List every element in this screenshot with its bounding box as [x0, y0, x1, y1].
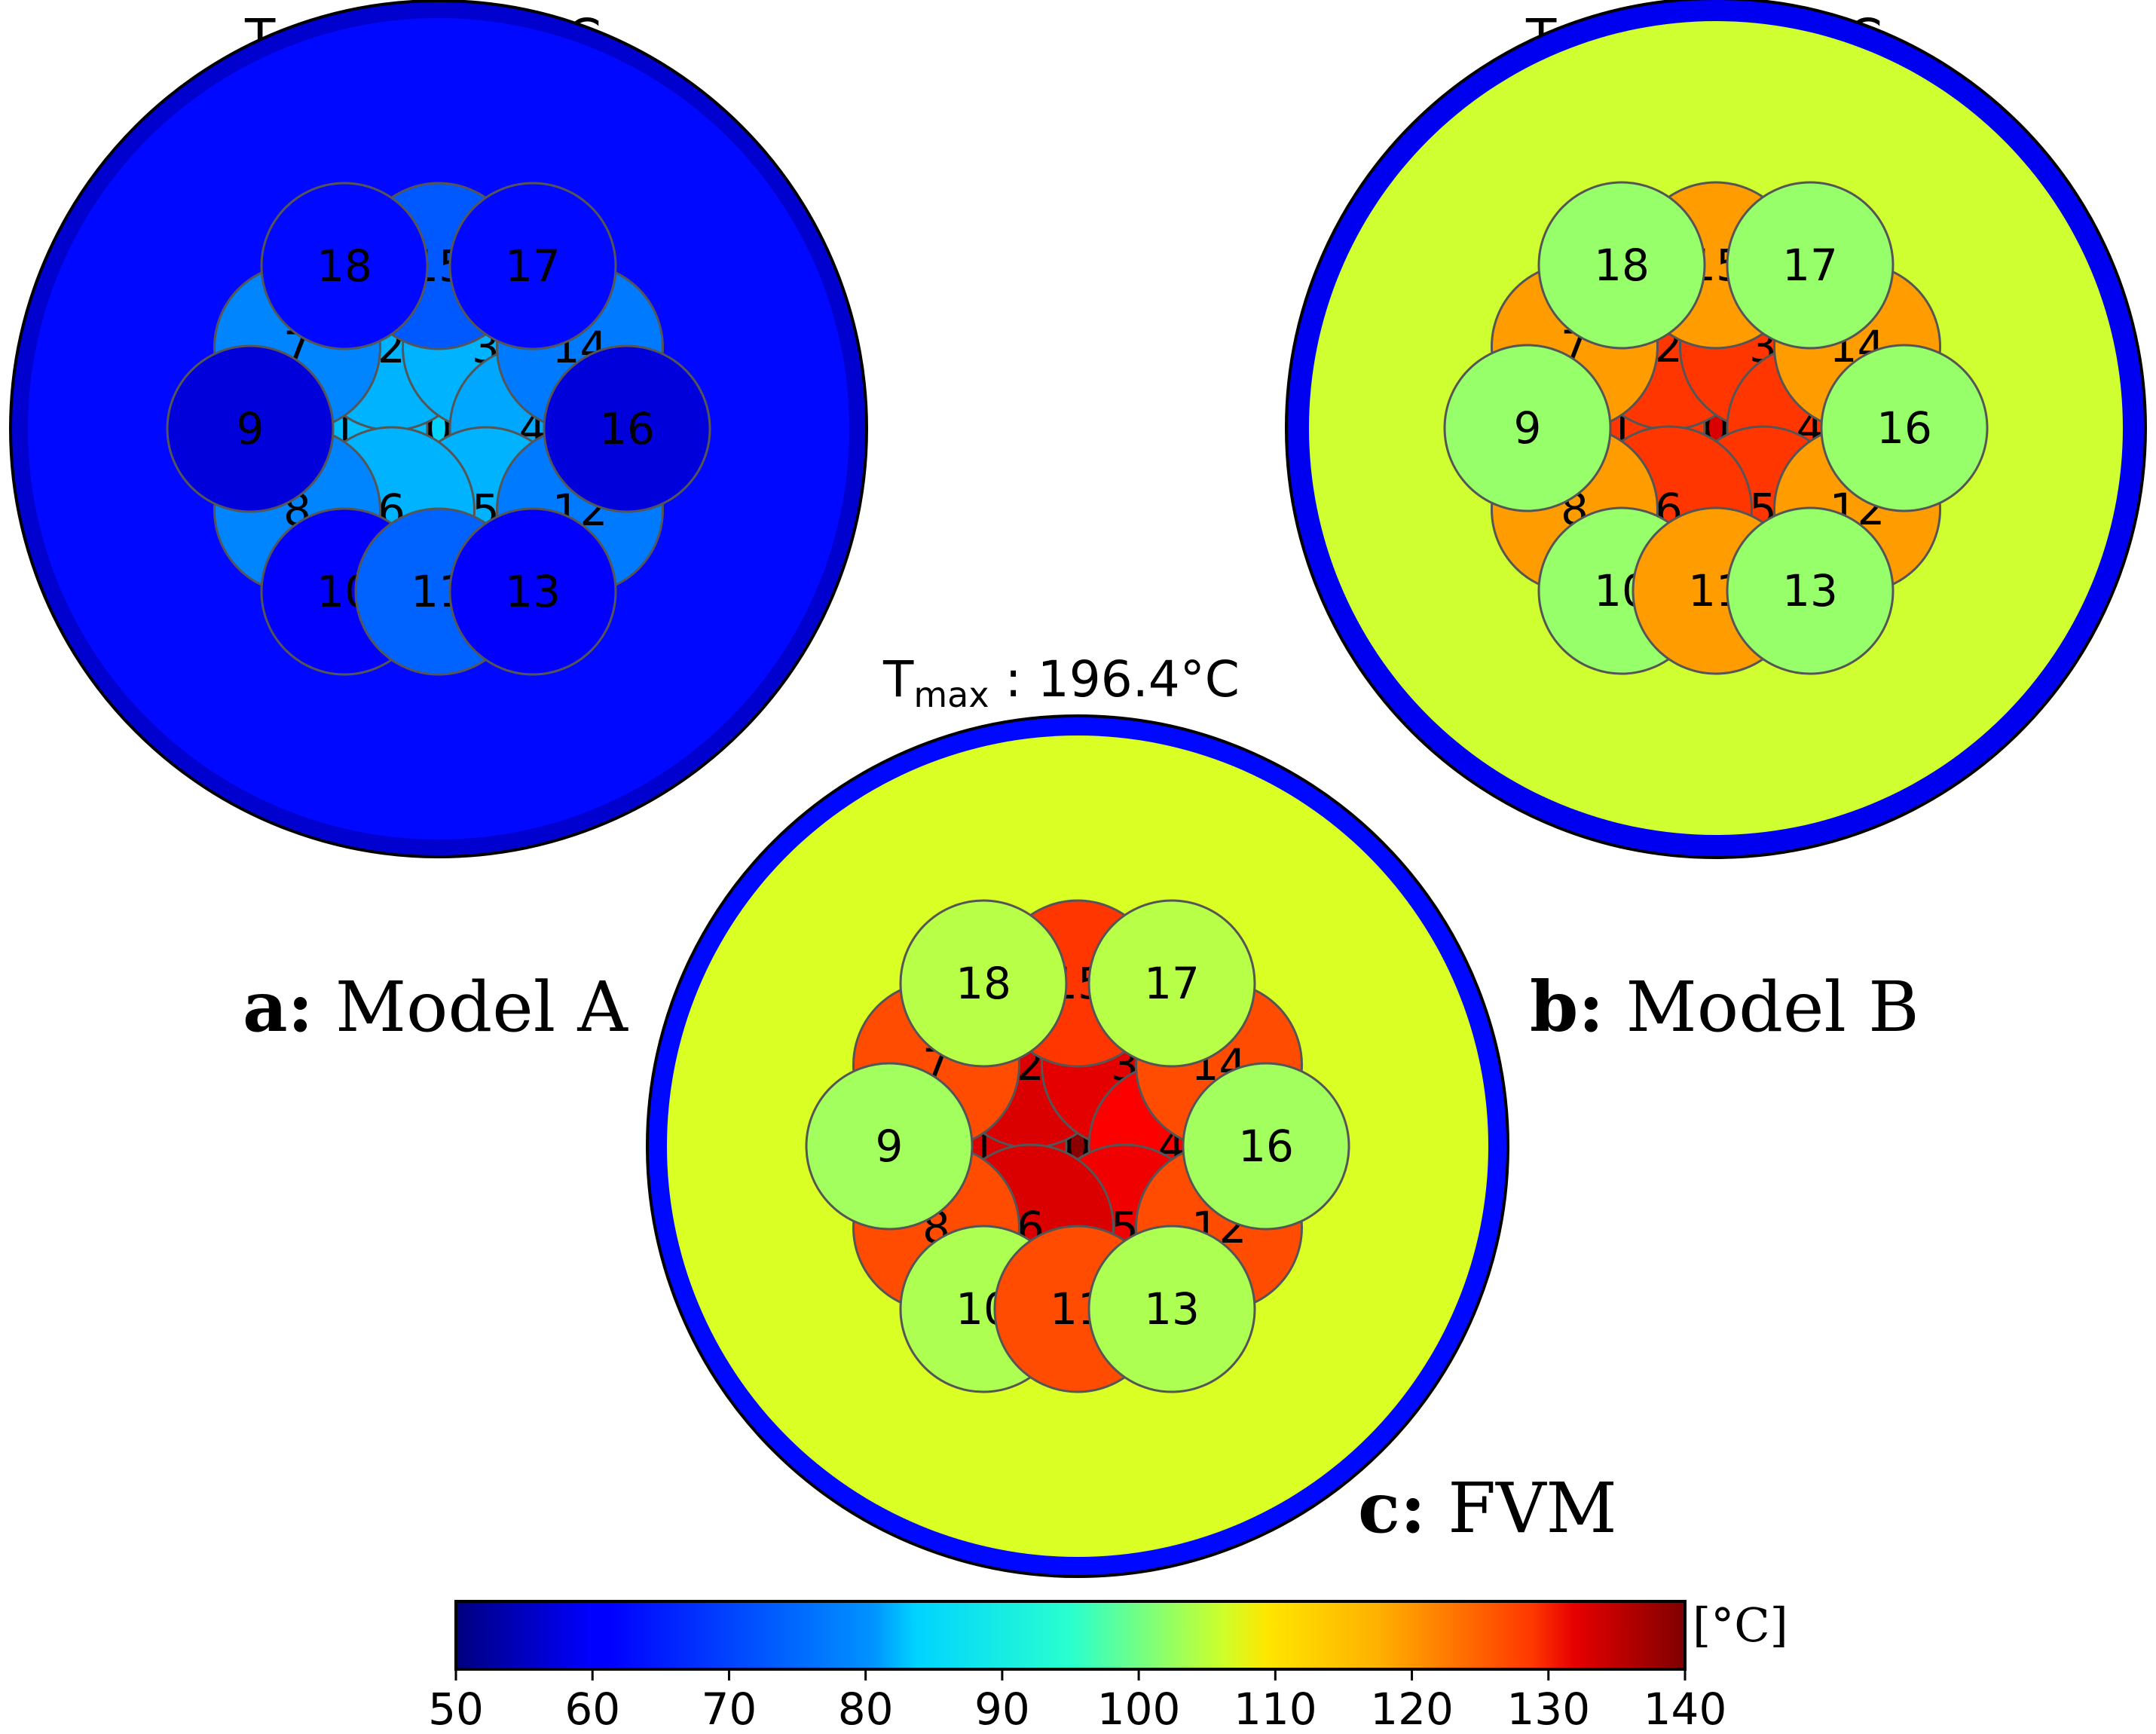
colorbar-tick-label: 50	[428, 1684, 484, 1734]
colorbar-gradient	[454, 1600, 1687, 1671]
rod-label-13: 13	[1782, 565, 1838, 616]
rod-16	[543, 344, 711, 513]
rod-label-17: 17	[505, 240, 561, 292]
colorbar-tick-label: 70	[702, 1684, 757, 1734]
rod-13	[1726, 506, 1895, 675]
caption-b: b: Model B	[1530, 966, 1919, 1047]
panel-model-b: Tmax : 220.3°C 0123456789101112131415161…	[1285, 0, 2147, 1047]
rod-13	[448, 507, 617, 676]
rod-label-17: 17	[1782, 240, 1838, 291]
panel-model-a: Tmax : 139.2°C 0123456789101112131415161…	[9, 0, 868, 1047]
rod-18	[1537, 181, 1706, 350]
rod-13	[1087, 1225, 1256, 1393]
colorbar-tick-label: 80	[838, 1684, 894, 1734]
rod-17	[1087, 899, 1256, 1068]
rod-label-18: 18	[317, 240, 372, 292]
rod-9	[805, 1062, 974, 1231]
tmax-label-c: Tmax : 196.4°C	[882, 650, 1240, 715]
colorbar-tick-label: 120	[1370, 1684, 1454, 1734]
colorbar-unit: [°C]	[1693, 1598, 1788, 1653]
rod-label-9: 9	[237, 403, 265, 454]
colorbar-tick-label: 60	[564, 1684, 620, 1734]
rod-label-9: 9	[876, 1121, 904, 1172]
rod-label-13: 13	[505, 566, 561, 617]
rod-9	[1443, 344, 1612, 512]
rod-16	[1182, 1062, 1350, 1231]
rod-label-13: 13	[1144, 1283, 1200, 1335]
colorbar-tick-label: 100	[1097, 1684, 1181, 1734]
colorbar-ticks: 50 60 70 80 90 100 110 120 130 140	[428, 1669, 1726, 1734]
rod-label-16: 16	[1876, 402, 1932, 454]
colorbar-tick-label: 140	[1644, 1684, 1727, 1734]
rod-label-9: 9	[1514, 402, 1542, 454]
rod-9	[166, 344, 335, 513]
rod-18	[899, 899, 1068, 1068]
rod-17	[448, 182, 617, 350]
rod-label-16: 16	[599, 403, 655, 454]
caption-a: a: Model A	[243, 966, 628, 1047]
rod-18	[260, 182, 429, 350]
rod-label-16: 16	[1238, 1121, 1294, 1172]
disc-outline	[646, 714, 1509, 1578]
rod-17	[1726, 181, 1895, 350]
rod-label-18: 18	[1594, 240, 1650, 291]
colorbar-tick-label: 90	[974, 1684, 1030, 1734]
colorbar: 50 60 70 80 90 100 110 120 130 140 [°C]	[428, 1598, 1788, 1734]
disc-outline	[1285, 0, 2147, 859]
rod-label-18: 18	[956, 958, 1011, 1009]
rod-label-17: 17	[1144, 958, 1200, 1009]
rod-16	[1820, 344, 1989, 512]
colorbar-tick-label: 130	[1506, 1684, 1590, 1734]
disc-outline	[9, 0, 868, 858]
caption-c: c: FVM	[1358, 1467, 1617, 1549]
colorbar-tick-label: 110	[1234, 1684, 1317, 1734]
